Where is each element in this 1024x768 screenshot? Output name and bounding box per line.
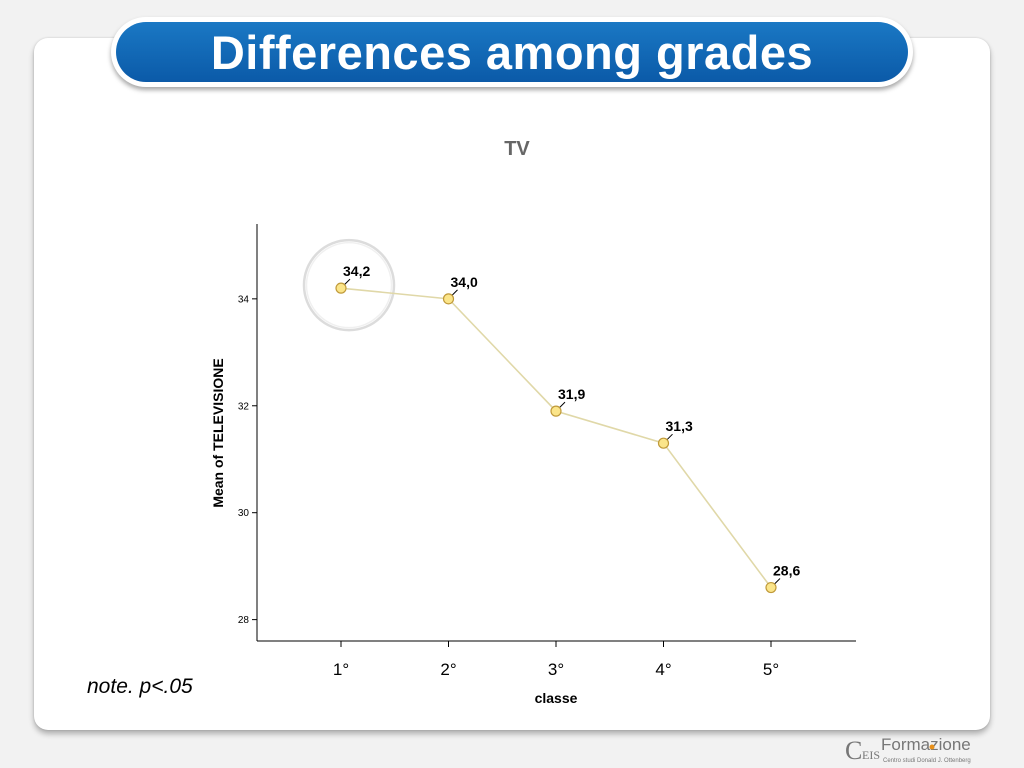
logo-dot	[929, 744, 935, 750]
data-label: 34,2	[343, 263, 370, 279]
data-point	[550, 405, 562, 417]
significance-note: note. p<.05	[87, 675, 193, 698]
x-tick-label: 5°	[763, 660, 779, 679]
data-point	[765, 581, 777, 594]
y-tick-label: 34	[238, 294, 250, 305]
logo-small: EIS	[862, 748, 880, 762]
y-tick-label: 32	[238, 401, 250, 412]
chart-series: 34,2 34,0 31,9 31,3 28,6	[335, 263, 800, 594]
x-tick-label: 4°	[655, 660, 671, 679]
data-label: 28,6	[773, 563, 800, 579]
logo-tagline: Centro studi Donald J. Ottenberg	[883, 758, 971, 764]
y-axis-label: Mean of TELEVISIONE	[210, 358, 226, 507]
data-label: 31,9	[558, 386, 585, 402]
x-tick-label: 3°	[548, 660, 564, 679]
chart-axes: 28 30 32 34 1° 2° 3° 4° 5°	[238, 224, 856, 679]
slide-card	[34, 38, 990, 730]
logo-brand: Formazione	[881, 735, 971, 754]
y-tick-label: 28	[238, 615, 250, 626]
logo-letter: C	[845, 736, 862, 765]
highlight-circle	[302, 238, 396, 332]
chart-title: TV	[504, 138, 530, 160]
highlight-circle-inner	[305, 241, 393, 329]
data-label: 34,0	[451, 274, 478, 290]
title-banner: Differences among grades	[111, 17, 913, 87]
slide-title: Differences among grades	[210, 25, 814, 79]
data-label-leader	[558, 401, 566, 409]
data-label: 31,3	[666, 418, 693, 434]
x-tick-label: 2°	[440, 660, 456, 679]
title-banner-inner: Differences among grades	[116, 22, 908, 82]
data-label-leader	[773, 578, 781, 585]
data-label-leader	[343, 278, 351, 286]
x-tick-label: 1°	[333, 660, 349, 679]
ceis-formazione-logo: C EIS Formazione Centro studi Donald J. …	[845, 735, 971, 765]
data-point	[442, 293, 455, 305]
y-tick-label: 30	[238, 508, 250, 519]
data-point	[335, 282, 347, 294]
data-label-leader	[666, 433, 673, 441]
data-label-leader	[451, 289, 458, 297]
chart-highlight	[302, 238, 396, 332]
series-line	[340, 287, 772, 589]
data-point	[657, 437, 670, 449]
x-axis-label: classe	[535, 690, 578, 706]
